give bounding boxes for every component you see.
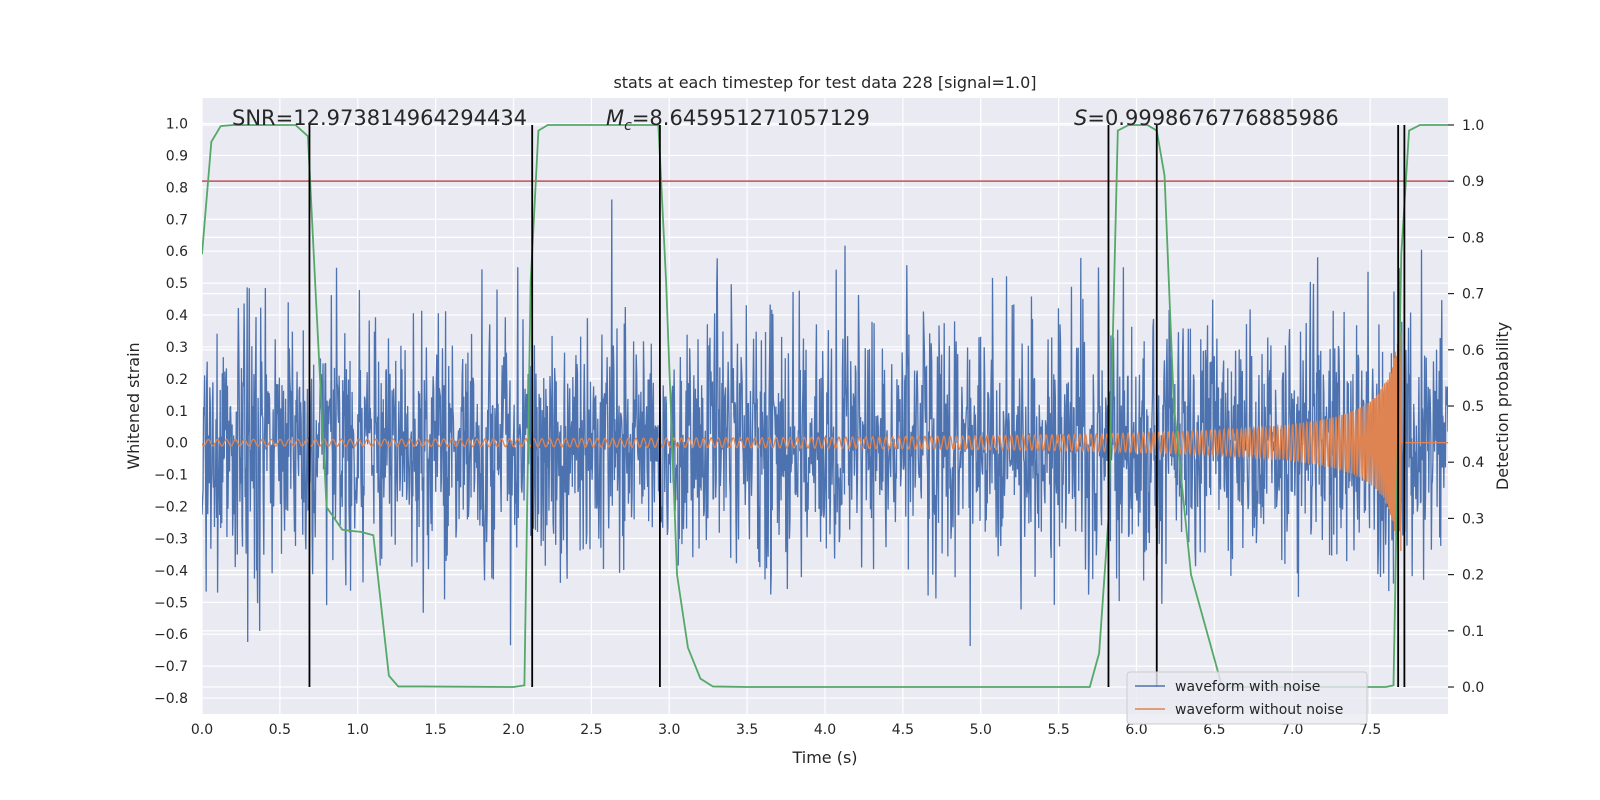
y-tick-label: 0.2 bbox=[166, 372, 188, 388]
series-waveform-without-noise bbox=[202, 331, 1448, 552]
y2-tick-label: 0.6 bbox=[1462, 343, 1484, 359]
y-tick-label: −0.5 bbox=[154, 595, 188, 611]
x-tick-label: 4.0 bbox=[814, 722, 836, 738]
chart-title: stats at each timestep for test data 228… bbox=[613, 73, 1036, 92]
y2-tick-label: 0.3 bbox=[1462, 511, 1484, 527]
legend-label-waveform-with-noise: waveform with noise bbox=[1175, 679, 1320, 695]
x-tick-label: 6.0 bbox=[1125, 722, 1147, 738]
x-tick-label: 3.5 bbox=[736, 722, 758, 738]
detection-markers bbox=[308, 124, 1406, 688]
y-tick-label: 1.0 bbox=[166, 117, 188, 133]
y-tick-label: 0.1 bbox=[166, 404, 188, 420]
y-tick-label: 0.9 bbox=[166, 148, 188, 164]
x-tick-label: 1.5 bbox=[424, 722, 446, 738]
x-tick-label: 1.0 bbox=[347, 722, 369, 738]
y-tick-label: 0.0 bbox=[166, 436, 188, 452]
y-tick-label: 0.7 bbox=[166, 212, 188, 228]
y-tick-label: 0.6 bbox=[166, 244, 188, 260]
y-tick-label: −0.6 bbox=[154, 627, 188, 643]
y-tick-label: −0.2 bbox=[154, 500, 188, 516]
annotation-chirp-mass-symbol: M bbox=[606, 106, 624, 130]
y-tick-label: −0.1 bbox=[154, 468, 188, 484]
x-tick-label: 5.5 bbox=[1047, 722, 1069, 738]
x-tick-label: 3.0 bbox=[658, 722, 680, 738]
x-tick-label: 2.5 bbox=[580, 722, 602, 738]
y2-tick-label: 0.1 bbox=[1462, 624, 1484, 640]
y2-axis-label: Detection probability bbox=[1493, 322, 1512, 490]
annotation-chirp-mass: Mc=8.645951271057129 bbox=[606, 106, 870, 134]
x-axis-label: Time (s) bbox=[791, 748, 857, 767]
y-axis-ticks: 1.0 0.9 0.8 0.7 0.6 0.5 0.4 0.3 0.2 0.1 0.0 −0.1 −0.… bbox=[154, 117, 188, 708]
annotation-snr: SNR=12.973814964294434 bbox=[232, 106, 527, 130]
x-tick-label: 2.0 bbox=[502, 722, 524, 738]
y-tick-label: 0.8 bbox=[166, 180, 188, 196]
annotation-score-symbol: S bbox=[1074, 106, 1087, 130]
x-tick-label: 0.5 bbox=[269, 722, 291, 738]
y2-axis-ticks: 1.0 0.9 0.8 0.7 0.6 0.5 0.4 0.3 0.2 0.1 0.0 bbox=[1448, 118, 1484, 696]
y-tick-label: −0.7 bbox=[154, 659, 188, 675]
y-tick-label: 0.3 bbox=[166, 340, 188, 356]
legend: waveform with noise waveform without noi… bbox=[1126, 671, 1368, 725]
y2-tick-label: 0.2 bbox=[1462, 568, 1484, 584]
y2-tick-label: 0.4 bbox=[1462, 455, 1484, 471]
x-tick-label: 0.0 bbox=[191, 722, 213, 738]
y2-tick-label: 0.5 bbox=[1462, 399, 1484, 415]
x-tick-label: 6.5 bbox=[1203, 722, 1225, 738]
y-tick-label: 0.4 bbox=[166, 308, 188, 324]
y-tick-label: −0.3 bbox=[154, 531, 188, 547]
y-tick-label: −0.8 bbox=[154, 691, 188, 707]
annotation-score-value: =0.9998676776885986 bbox=[1087, 106, 1338, 130]
x-tick-label: 7.5 bbox=[1359, 722, 1381, 738]
series-detection-probability bbox=[202, 124, 1448, 688]
annotation-chirp-mass-subscript: c bbox=[624, 118, 632, 134]
y-axis-label: Whitened strain bbox=[124, 342, 143, 469]
plot-series bbox=[202, 124, 1448, 688]
annotation-chirp-mass-value: =8.645951271057129 bbox=[632, 106, 870, 130]
y-tick-label: −0.4 bbox=[154, 563, 188, 579]
x-tick-label: 5.0 bbox=[970, 722, 992, 738]
y2-tick-label: 0.7 bbox=[1462, 287, 1484, 303]
y2-tick-label: 0.8 bbox=[1462, 230, 1484, 246]
x-tick-label: 4.5 bbox=[892, 722, 914, 738]
y2-tick-label: 0.9 bbox=[1462, 174, 1484, 190]
x-tick-label: 7.0 bbox=[1281, 722, 1303, 738]
legend-box bbox=[1126, 671, 1368, 725]
legend-label-waveform-without-noise: waveform without noise bbox=[1175, 702, 1343, 718]
y2-tick-label: 1.0 bbox=[1462, 118, 1484, 134]
annotation-score: S=0.9998676776885986 bbox=[1074, 106, 1339, 130]
y-tick-label: 0.5 bbox=[166, 276, 188, 292]
x-axis-ticks: 0.0 0.5 1.0 1.5 2.0 2.5 3.0 3.5 4.0 4.5 5.0 5.5 6.0 6… bbox=[191, 722, 1381, 738]
y2-tick-label: 0.0 bbox=[1462, 680, 1484, 696]
